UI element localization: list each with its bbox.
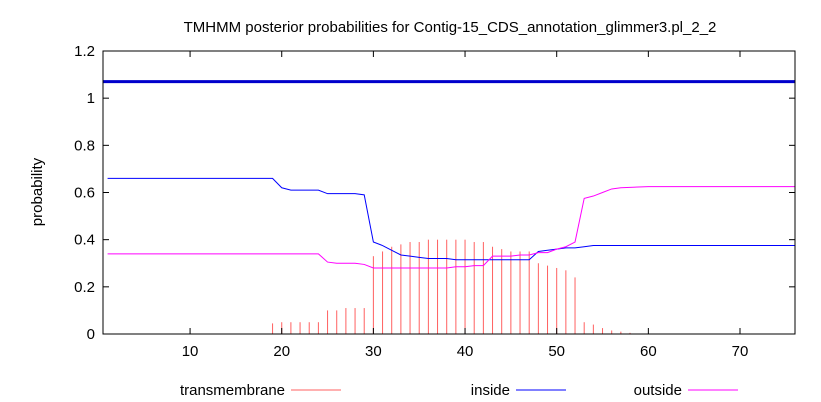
y-axis-label: probability	[29, 157, 46, 226]
x-tick-label: 40	[457, 343, 474, 360]
legend: transmembrane inside outside	[180, 382, 738, 399]
plot-frame	[102, 50, 796, 335]
x-tick-label: 60	[640, 343, 657, 360]
series-layer	[103, 80, 795, 334]
x-tick-label: 70	[732, 343, 749, 360]
y-tick-label: 0.8	[74, 137, 95, 154]
y-tick-label: 1	[87, 90, 95, 107]
x-tick-label: 20	[273, 343, 290, 360]
y-tick-label: 0.4	[74, 232, 95, 249]
outside-line	[107, 186, 795, 269]
y-tick-label: 0.2	[74, 279, 95, 296]
ticks-layer: 0 0.2 0.4 0.6 0.8 1 1.2 10 20 30 40 50 60 70	[74, 43, 795, 360]
x-tick-label: 30	[365, 343, 382, 360]
legend-label: transmembrane	[180, 382, 285, 399]
y-tick-label: 1.2	[74, 43, 95, 60]
y-tick-label: 0	[87, 326, 95, 343]
x-tick-label: 10	[182, 343, 199, 360]
x-tick-label: 50	[548, 343, 565, 360]
legend-label: outside	[634, 382, 682, 399]
chart-title: TMHMM posterior probabilities for Contig…	[184, 19, 717, 36]
legend-label: inside	[471, 382, 510, 399]
inside-line	[107, 177, 795, 261]
y-tick-label: 0.6	[74, 185, 95, 202]
